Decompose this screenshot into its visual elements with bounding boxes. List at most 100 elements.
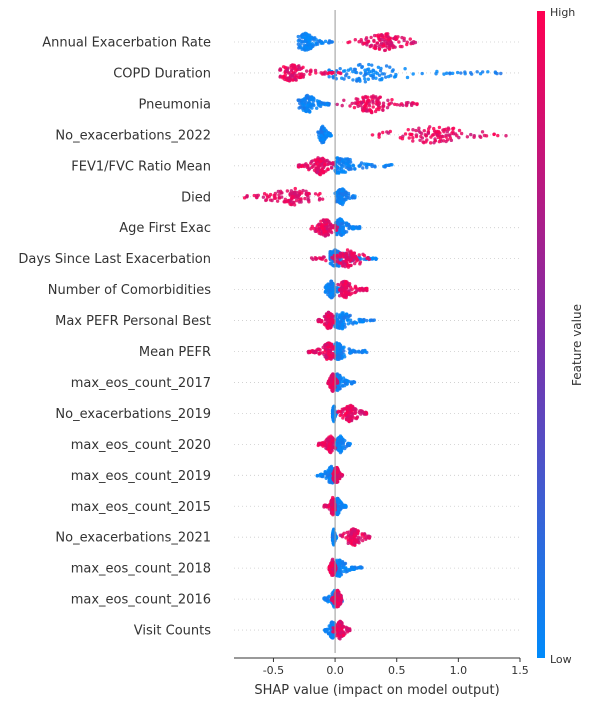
shap-point	[326, 447, 331, 452]
shap-point	[422, 129, 426, 133]
shap-point	[358, 317, 363, 322]
shap-point	[338, 448, 342, 453]
shap-point	[469, 132, 473, 137]
shap-point	[324, 598, 328, 602]
shap-point	[387, 163, 391, 168]
shap-point	[342, 188, 346, 192]
shap-point	[442, 72, 446, 76]
shap-point	[338, 386, 342, 391]
shap-point	[327, 565, 331, 570]
shap-point	[377, 47, 382, 51]
shap-point	[340, 504, 345, 509]
colorbar-high-label: High	[550, 6, 575, 19]
shap-point	[386, 74, 391, 79]
shap-point	[482, 133, 487, 138]
shap-point	[345, 285, 349, 290]
shap-point	[351, 163, 355, 167]
shap-point	[291, 200, 295, 205]
shap-point	[331, 162, 336, 167]
shap-point	[343, 264, 347, 269]
shap-point	[447, 133, 451, 137]
shap-point	[391, 68, 395, 72]
shap-point	[338, 620, 342, 624]
shap-point	[357, 350, 361, 354]
shap-point	[324, 285, 328, 290]
shap-point	[353, 410, 358, 414]
shap-point	[316, 39, 320, 44]
feature-label: No_exacerbations_2019	[55, 407, 211, 422]
shap-point	[311, 257, 315, 262]
shap-point	[377, 44, 381, 48]
shap-point	[348, 288, 352, 292]
shap-point	[268, 198, 273, 202]
shap-point	[380, 33, 384, 38]
shap-point	[459, 131, 464, 136]
shap-point	[478, 134, 482, 138]
shap-point	[352, 226, 356, 230]
shap-point	[316, 193, 321, 197]
shap-point	[356, 97, 360, 102]
shap-point	[316, 317, 321, 322]
shap-point	[341, 633, 346, 638]
shap-point	[324, 630, 328, 634]
shap-point	[329, 230, 334, 235]
shap-point	[430, 133, 435, 137]
shap-point	[285, 189, 290, 193]
shap-point	[338, 66, 342, 71]
shap-point	[366, 95, 370, 99]
shap-point	[326, 314, 331, 319]
shap-point	[360, 533, 364, 537]
shap-point	[336, 436, 340, 441]
shap-point	[322, 229, 326, 233]
shap-point	[365, 43, 369, 47]
shap-point	[380, 37, 384, 42]
feature-label: Age First Exac	[119, 221, 211, 236]
shap-point	[328, 626, 332, 630]
shap-point	[262, 192, 267, 196]
shap-point	[445, 138, 450, 142]
shap-point	[352, 67, 357, 72]
shap-point	[338, 232, 343, 237]
shap-point	[343, 69, 347, 73]
shap-point	[371, 74, 376, 79]
shap-point	[314, 350, 318, 355]
shap-point	[411, 135, 415, 140]
shap-point	[365, 318, 369, 323]
shap-point	[301, 35, 305, 39]
shap-point	[306, 37, 310, 42]
shap-point	[264, 198, 268, 203]
shap-point	[367, 62, 371, 67]
shap-point	[366, 77, 371, 81]
shap-point	[337, 373, 341, 377]
shap-point	[365, 286, 369, 291]
shap-point	[344, 504, 348, 508]
shap-point	[480, 130, 485, 134]
shap-point	[323, 318, 328, 322]
shap-point	[301, 32, 305, 36]
shap-point	[337, 499, 341, 503]
shap-point	[424, 134, 428, 138]
shap-point	[280, 195, 284, 199]
shap-point	[334, 623, 339, 627]
shap-point	[354, 286, 358, 290]
shap-point	[331, 373, 336, 378]
shap-point	[272, 193, 276, 198]
shap-point	[352, 261, 357, 266]
shap-point	[342, 531, 346, 536]
shap-point	[323, 159, 328, 164]
shap-point	[318, 227, 322, 232]
shap-point	[315, 227, 319, 232]
shap-point	[303, 38, 308, 43]
shap-point	[411, 139, 415, 143]
shap-point	[340, 225, 344, 229]
shap-point	[347, 75, 351, 80]
shap-point	[310, 96, 314, 101]
shap-point	[347, 530, 351, 534]
colorbar	[537, 11, 545, 658]
shap-point	[405, 75, 410, 80]
shap-point	[288, 71, 292, 75]
shap-point	[340, 560, 345, 564]
shap-point	[375, 33, 379, 38]
shap-point	[400, 44, 404, 49]
shap-point	[346, 567, 351, 572]
